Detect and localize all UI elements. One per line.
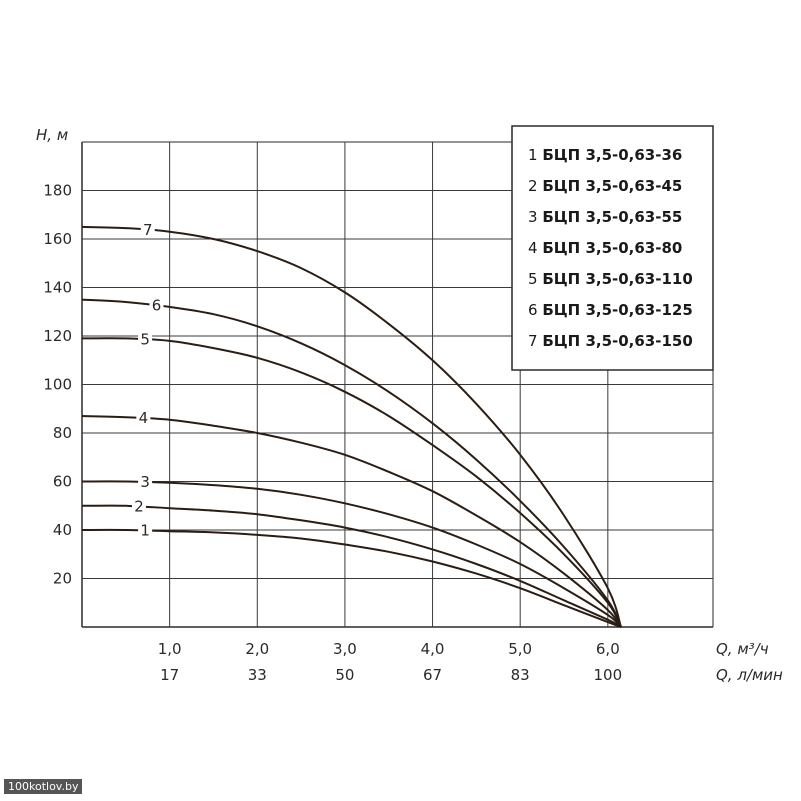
x-tick-label-secondary: 33	[248, 666, 267, 684]
legend-entry-7: 7 БЦП 3,5-0,63-150	[528, 332, 693, 350]
series-line-6	[81, 298, 622, 628]
series-line-4	[81, 415, 622, 628]
x-axis-label-secondary: Q, л/мин	[716, 666, 783, 684]
legend-box	[511, 125, 714, 371]
legend-entry-1: 1 БЦП 3,5-0,63-36	[528, 146, 682, 164]
curve-label-4: 4	[139, 409, 149, 427]
x-tick-label-secondary: 100	[594, 666, 623, 684]
curve-label-2: 2	[134, 497, 144, 515]
legend-entry-name: БЦП 3,5-0,63-45	[542, 177, 682, 195]
legend-entry-4: 4 БЦП 3,5-0,63-80	[528, 239, 682, 257]
legend-entry-6: 6 БЦП 3,5-0,63-125	[528, 301, 693, 319]
curve-label-7: 7	[143, 221, 153, 239]
watermark: 100kotlov.by	[4, 779, 83, 794]
y-tick-label: 160	[43, 230, 72, 248]
y-tick-label: 40	[53, 521, 72, 539]
legend-entry-number: 5	[528, 270, 542, 288]
curve-label-6: 6	[152, 296, 162, 314]
y-tick-label: 20	[53, 570, 72, 588]
legend-entry-3: 3 БЦП 3,5-0,63-55	[528, 208, 682, 226]
x-tick-label-secondary: 67	[423, 666, 442, 684]
legend-entry-number: 6	[528, 301, 542, 319]
curve-label-bg	[138, 521, 153, 539]
series-line-7	[81, 225, 622, 628]
y-tick-label: 80	[53, 424, 72, 442]
grid	[81, 141, 714, 628]
y-tick-label: 100	[43, 376, 72, 394]
legend-entry-name: БЦП 3,5-0,63-36	[542, 146, 682, 164]
curve-label-bg	[138, 473, 153, 491]
legend-entry-name: БЦП 3,5-0,63-125	[542, 301, 692, 319]
curve-label-bg	[140, 220, 155, 238]
legend: 1 БЦП 3,5-0,63-362 БЦП 3,5-0,63-453 БЦП …	[511, 125, 714, 371]
legend-entry-name: БЦП 3,5-0,63-80	[542, 239, 682, 257]
curve-labels: 1 2 3 4 56 7	[131, 220, 164, 540]
series-line-1	[81, 528, 622, 628]
axes: H, м Q, м³/ч Q, л/мин 1,0172,0333,0504,0…	[36, 126, 783, 684]
x-tick-label: 6,0	[596, 640, 620, 658]
legend-entry-number: 3	[528, 208, 542, 226]
legend-entry-number: 7	[528, 332, 542, 350]
x-tick-label: 2,0	[245, 640, 269, 658]
x-axis-label: Q, м³/ч	[716, 640, 769, 658]
legend-entry-name: БЦП 3,5-0,63-55	[542, 208, 682, 226]
legend-entry-name: БЦП 3,5-0,63-150	[542, 332, 692, 350]
legend-entry-number: 4	[528, 239, 542, 257]
curve-label-5: 5	[140, 330, 150, 348]
legend-entry-2: 2 БЦП 3,5-0,63-45	[528, 177, 682, 195]
y-axis-label: H, м	[36, 126, 68, 144]
curve-label-bg	[131, 497, 146, 515]
x-tick-label-secondary: 17	[160, 666, 179, 684]
x-tick-label: 1,0	[158, 640, 182, 658]
curve-label-1: 1	[140, 522, 150, 540]
x-tick-label: 3,0	[333, 640, 357, 658]
legend-entry-number: 1	[528, 146, 542, 164]
y-tick-label: 180	[43, 182, 72, 200]
y-tick-label: 60	[53, 473, 72, 491]
legend-entry-5: 5 БЦП 3,5-0,63-110	[528, 270, 693, 288]
y-tick-label: 140	[43, 279, 72, 297]
x-tick-label: 5,0	[508, 640, 532, 658]
curves	[81, 225, 622, 628]
x-tick-label: 4,0	[421, 640, 445, 658]
series-line-3	[81, 480, 622, 628]
x-tick-label-secondary: 83	[511, 666, 530, 684]
curve-label-bg	[138, 330, 153, 348]
y-tick-label: 120	[43, 327, 72, 345]
series-line-2	[81, 504, 622, 628]
curve-label-bg	[136, 409, 151, 427]
legend-entry-name: БЦП 3,5-0,63-110	[542, 270, 692, 288]
legend-entry-number: 2	[528, 177, 542, 195]
curve-label-bg	[149, 296, 164, 314]
curve-label-3: 3	[140, 473, 150, 491]
series-line-5	[81, 337, 622, 628]
x-tick-label-secondary: 50	[335, 666, 354, 684]
